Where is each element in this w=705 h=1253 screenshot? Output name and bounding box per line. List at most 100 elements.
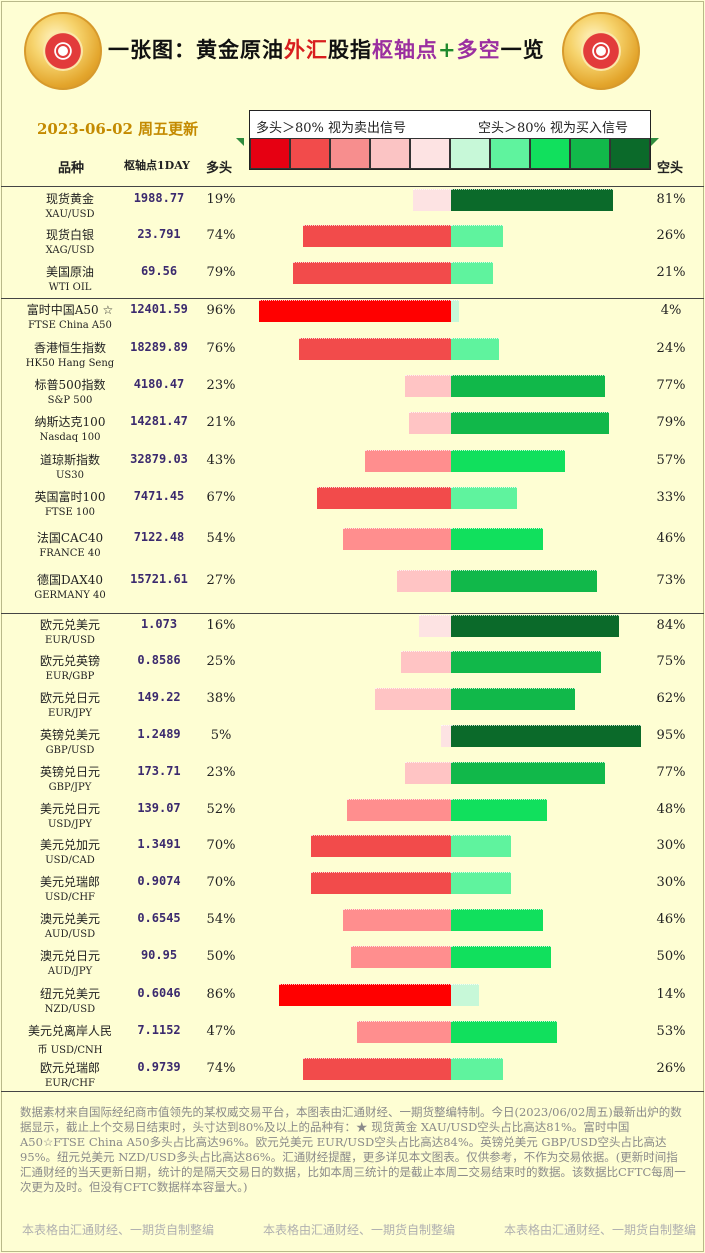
short-bar: [451, 189, 613, 211]
pivot-value: 7471.45: [133, 489, 185, 503]
legend-swatch-7: [490, 138, 530, 169]
table-row: 道琼斯指数 US30 32879.03 43% 57%: [0, 450, 705, 486]
instrument-en: NZD/USD: [44, 1004, 96, 1015]
legend-swatch-8: [530, 138, 570, 169]
short-percent: 4%: [660, 303, 682, 318]
long-percent: 27%: [206, 573, 236, 588]
instrument-name: 纳斯达克100 Nasdaq 100: [15, 413, 125, 443]
instrument-name: 美元兑加元 USD/CAD: [15, 836, 125, 866]
instrument-en: XAG/USD: [45, 245, 95, 256]
pivot-value: 4180.47: [133, 377, 185, 391]
pivot-value: 7.1152: [137, 1023, 181, 1037]
short-percent: 30%: [656, 838, 686, 853]
long-bar: [347, 799, 451, 821]
legend-short-text: 空头＞80% 视为买入信号: [478, 121, 629, 136]
short-percent: 30%: [656, 875, 686, 890]
short-percent: 62%: [656, 691, 686, 706]
instrument-cn: 英国富时100: [34, 490, 106, 504]
corner-triangle-left: [236, 138, 244, 146]
instrument-cn: 现货白银: [45, 228, 94, 242]
pivot-value: 18289.89: [130, 340, 188, 354]
short-percent: 46%: [656, 912, 686, 927]
instrument-name: 欧元兑英镑 EUR/GBP: [15, 652, 125, 682]
long-bar: [343, 909, 451, 931]
credit-center: 本表格由汇通财经、一期货自制整编: [263, 1223, 456, 1237]
long-percent: 43%: [206, 453, 236, 468]
instrument-cn: 美元兑日元: [39, 802, 100, 816]
short-bar: [451, 262, 493, 284]
instrument-en: Nasdaq 100: [39, 432, 101, 443]
short-bar: [451, 615, 619, 637]
short-bar: [451, 946, 551, 968]
pivot-value: 1.073: [140, 617, 178, 631]
table-row: 香港恒生指数 HK50 Hang Seng 18289.89 76% 24%: [0, 338, 705, 374]
long-percent: 54%: [206, 531, 236, 546]
credit-right: 本表格由汇通财经、一期货自制整编: [504, 1223, 697, 1237]
page-title: 一张图：黄金原油外汇股指枢轴点+多空一览: [108, 37, 545, 62]
instrument-cn: 德国DAX40: [36, 573, 104, 587]
instrument-cn: 美国原油: [45, 265, 94, 279]
short-percent: 33%: [656, 490, 686, 505]
instrument-cn: 英镑兑美元: [39, 728, 100, 742]
table-row: 英国富时100 FTSE 100 7471.45 67% 33%: [0, 487, 705, 523]
instrument-name: 纽元兑美元 NZD/USD: [15, 985, 125, 1015]
legend-long-text: 多头＞80% 视为卖出信号: [256, 121, 407, 136]
credit-left: 本表格由汇通财经、一期货自制整编: [22, 1223, 215, 1237]
long-bar: [413, 189, 451, 211]
long-bar: [259, 300, 451, 322]
instrument-en: EUR/GBP: [45, 671, 95, 682]
header-long: 多头: [206, 161, 233, 176]
short-bar: [451, 528, 543, 550]
instrument-en: US30: [55, 470, 84, 481]
corner-triangle-right: [651, 138, 659, 146]
long-percent: 67%: [206, 490, 236, 505]
table-row: 纳斯达克100 Nasdaq 100 14281.47 21% 79%: [0, 412, 705, 448]
pivot-value: 7122.48: [133, 530, 185, 544]
instrument-cn: 欧元兑英镑: [39, 654, 100, 668]
instrument-en: GBP/JPY: [48, 782, 92, 793]
instrument-en: WTI OIL: [48, 282, 92, 293]
short-bar: [451, 984, 479, 1006]
table-row: 标普500指数 S&P 500 4180.47 23% 77%: [0, 375, 705, 411]
pivot-value: 1.3491: [137, 837, 181, 851]
header-short: 空头: [657, 161, 684, 176]
short-percent: 57%: [656, 453, 686, 468]
long-bar: [317, 487, 451, 509]
legend-swatch-1: [250, 138, 290, 169]
divider-indices: [1, 613, 704, 614]
pivot-value: 32879.03: [130, 452, 188, 466]
instrument-name: 欧元兑瑞郎 EUR/CHF: [15, 1059, 125, 1089]
long-percent: 86%: [206, 987, 236, 1002]
legend-swatch-9: [570, 138, 610, 169]
short-percent: 84%: [656, 618, 686, 633]
long-percent: 23%: [206, 765, 236, 780]
short-bar: [451, 338, 499, 360]
instrument-cn: 现货黄金: [45, 192, 94, 206]
table-row: 法国CAC40 FRANCE 40 7122.48 54% 46%: [0, 528, 705, 564]
long-percent: 54%: [206, 912, 236, 927]
long-bar: [401, 651, 451, 673]
table-row: 英镑兑日元 GBP/JPY 173.71 23% 77%: [0, 762, 705, 798]
long-bar: [441, 725, 451, 747]
table-row: 现货白银 XAG/USD 23.791 74% 26%: [0, 225, 705, 261]
long-percent: 38%: [206, 691, 236, 706]
short-percent: 75%: [656, 654, 686, 669]
pivot-value: 12401.59: [130, 302, 188, 316]
short-bar: [451, 872, 511, 894]
short-percent: 46%: [656, 531, 686, 546]
long-percent: 79%: [206, 265, 236, 280]
long-percent: 5%: [210, 728, 232, 743]
long-bar: [397, 570, 451, 592]
long-percent: 52%: [206, 802, 236, 817]
legend-swatch-5: [410, 138, 450, 169]
instrument-cn: 富时中国A50 ☆: [26, 303, 114, 317]
short-bar: [451, 412, 609, 434]
instrument-en: HK50 Hang Seng: [25, 358, 115, 369]
long-bar: [293, 262, 451, 284]
logo-medal-left: [24, 12, 102, 90]
short-percent: 26%: [656, 228, 686, 243]
pivot-value: 0.9739: [137, 1060, 181, 1074]
table-row: 美元兑日元 USD/JPY 139.07 52% 48%: [0, 799, 705, 835]
short-percent: 95%: [656, 728, 686, 743]
instrument-en: FTSE 100: [44, 507, 96, 518]
